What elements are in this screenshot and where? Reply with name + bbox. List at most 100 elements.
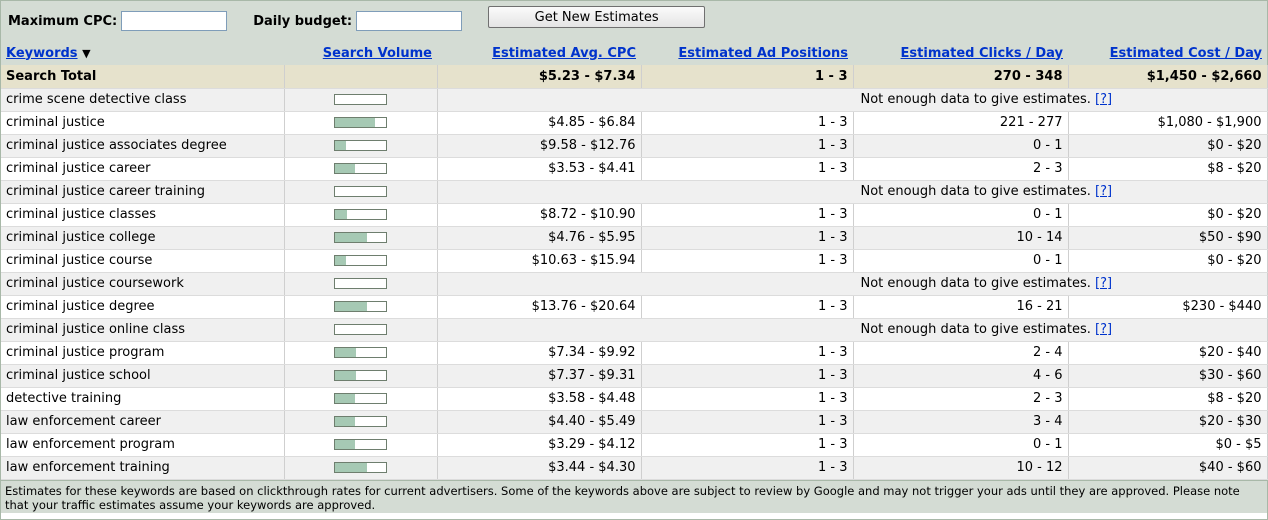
search-total-row: Search Total $5.23 - $7.34 1 - 3 270 - 3…: [1, 65, 1268, 89]
search-volume-cell: [284, 341, 438, 365]
search-volume-fill: [335, 348, 357, 357]
table-row: criminal justice associates degree $9.58 …: [1, 134, 1268, 158]
search-volume-bar: [334, 393, 387, 404]
avg-cpc-cell: $3.58 - $4.48: [437, 387, 642, 411]
search-volume-cell: [284, 157, 438, 181]
no-estimate-text: Not enough data to give estimates.: [860, 276, 1091, 291]
cost-cell: $20 - $30: [1068, 410, 1268, 434]
avg-cpc-cell: $4.85 - $6.84: [437, 111, 642, 135]
keyword-cell: criminal justice associates degree: [1, 134, 285, 158]
search-volume-cell: [284, 134, 438, 158]
search-volume-bar: [334, 232, 387, 243]
ad-positions-cell: 1 - 3: [641, 295, 854, 319]
ad-positions-cell: 1 - 3: [641, 249, 854, 273]
keyword-cell: law enforcement program: [1, 433, 285, 457]
avg-cpc-cell: $3.44 - $4.30: [437, 456, 642, 480]
table-row: criminal justice degree $13.76 - $20.64 1 …: [1, 295, 1268, 319]
search-volume-fill: [335, 256, 347, 265]
clicks-cell: 221 - 277: [853, 111, 1069, 135]
ad-positions-cell: 1 - 3: [641, 387, 854, 411]
keyword-cell: detective training: [1, 387, 285, 411]
table-row: law enforcement program $3.29 - $4.12 1 - …: [1, 433, 1268, 457]
no-estimate-cell: Not enough data to give estimates. [?]: [437, 88, 1268, 112]
clicks-cell: 3 - 4: [853, 410, 1069, 434]
keyword-estimates-table: Keywords ▼ Search Volume Estimated Avg. …: [1, 41, 1268, 480]
search-volume-cell: [284, 180, 438, 204]
avg-cpc-cell: $4.76 - $5.95: [437, 226, 642, 250]
search-volume-fill: [335, 394, 356, 403]
keyword-cell: criminal justice program: [1, 341, 285, 365]
search-volume-bar: [334, 94, 387, 105]
keyword-cell: criminal justice classes: [1, 203, 285, 227]
keyword-cell: criminal justice school: [1, 364, 285, 388]
keyword-cell: criminal justice course: [1, 249, 285, 273]
keyword-cell: criminal justice career training: [1, 180, 285, 204]
clicks-cell: 2 - 3: [853, 157, 1069, 181]
search-volume-fill: [335, 210, 348, 219]
search-volume-cell: [284, 433, 438, 457]
clicks-cell: 2 - 4: [853, 341, 1069, 365]
get-new-estimates-button[interactable]: Get New Estimates: [488, 6, 706, 28]
max-cpc-label: Maximum CPC:: [8, 13, 118, 29]
table-row: criminal justice college $4.76 - $5.95 1 -…: [1, 226, 1268, 250]
no-estimate-help-link[interactable]: [?]: [1095, 276, 1113, 291]
total-positions: 1 - 3: [641, 65, 854, 89]
search-volume-bar: [334, 163, 387, 174]
search-volume-bar: [334, 324, 387, 335]
search-volume-bar: [334, 301, 387, 312]
ad-positions-cell: 1 - 3: [641, 341, 854, 365]
table-row: law enforcement training $3.44 - $4.30 1 -…: [1, 456, 1268, 480]
search-volume-sort-link[interactable]: Search Volume: [322, 45, 432, 61]
cost-sort-link[interactable]: Estimated Cost / Day: [1109, 45, 1262, 61]
cost-cell: $0 - $5: [1068, 433, 1268, 457]
daily-budget-input[interactable]: [356, 11, 463, 31]
keywords-column-header: Keywords ▼: [1, 41, 284, 65]
keyword-cell: crime scene detective class: [1, 88, 285, 112]
avg-cpc-cell: $3.29 - $4.12: [437, 433, 642, 457]
ad-positions-cell: 1 - 3: [641, 203, 854, 227]
search-volume-bar: [334, 370, 387, 381]
search-volume-cell: [284, 88, 438, 112]
clicks-cell: 4 - 6: [853, 364, 1069, 388]
search-volume-bar: [334, 439, 387, 450]
ad-positions-sort-link[interactable]: Estimated Ad Positions: [678, 45, 848, 61]
ad-positions-cell: 1 - 3: [641, 456, 854, 480]
search-volume-bar: [334, 416, 387, 427]
clicks-cell: 10 - 14: [853, 226, 1069, 250]
avg-cpc-sort-link[interactable]: Estimated Avg. CPC: [492, 45, 636, 61]
cost-cell: $8 - $20: [1068, 157, 1268, 181]
no-estimate-help-link[interactable]: [?]: [1095, 92, 1113, 107]
search-volume-cell: [284, 203, 438, 227]
cost-cell: $0 - $20: [1068, 134, 1268, 158]
no-estimate-help-link[interactable]: [?]: [1095, 184, 1113, 199]
keyword-cell: criminal justice coursework: [1, 272, 285, 296]
search-volume-bar: [334, 186, 387, 197]
keyword-cell: criminal justice online class: [1, 318, 285, 342]
max-cpc-input[interactable]: [121, 11, 228, 31]
cost-cell: $1,080 - $1,900: [1068, 111, 1268, 135]
table-header-row: Keywords ▼ Search Volume Estimated Avg. …: [1, 41, 1267, 65]
search-volume-bar: [334, 209, 387, 220]
search-volume-column-header: Search Volume: [284, 41, 437, 65]
keywords-sort-link[interactable]: Keywords: [6, 45, 78, 61]
ad-positions-cell: 1 - 3: [641, 157, 854, 181]
ad-positions-cell: 1 - 3: [641, 134, 854, 158]
search-volume-fill: [335, 440, 356, 449]
keyword-cell: criminal justice career: [1, 157, 285, 181]
search-volume-cell: [284, 387, 438, 411]
estimates-disclaimer: Estimates for these keywords are based o…: [1, 479, 1267, 513]
avg-cpc-cell: $4.40 - $5.49: [437, 410, 642, 434]
search-volume-bar: [334, 140, 387, 151]
table-row: criminal justice $4.85 - $6.84 1 - 3 221 - …: [1, 111, 1268, 135]
total-cost: $1,450 - $2,660: [1068, 65, 1268, 89]
avg-cpc-column-header: Estimated Avg. CPC: [437, 41, 641, 65]
ad-positions-cell: 1 - 3: [641, 410, 854, 434]
no-estimate-help-link[interactable]: [?]: [1095, 322, 1113, 337]
avg-cpc-cell: $3.53 - $4.41: [437, 157, 642, 181]
clicks-sort-link[interactable]: Estimated Clicks / Day: [900, 45, 1063, 61]
no-estimate-text: Not enough data to give estimates.: [860, 184, 1091, 199]
search-volume-bar: [334, 255, 387, 266]
no-estimate-text: Not enough data to give estimates.: [860, 322, 1091, 337]
sort-desc-icon: ▼: [82, 46, 91, 60]
